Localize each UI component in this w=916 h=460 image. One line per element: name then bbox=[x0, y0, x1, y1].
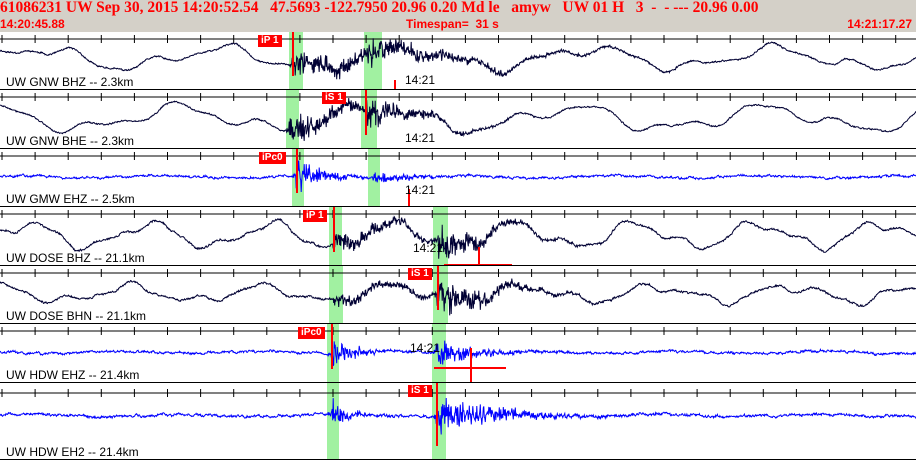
pick-label-p[interactable]: iP 1 bbox=[258, 35, 282, 47]
event-header-bar: 61086231 UW Sep 30, 2015 14:20:52.54 47.… bbox=[0, 0, 916, 32]
trace-pane-dose-bhn[interactable]: iS 1 UW DOSE BHN -- 21.1km bbox=[0, 266, 916, 324]
trace-pane-hdw-eh2[interactable]: iS 1 UW HDW EH2 -- 21.4km bbox=[0, 383, 916, 460]
amplitude-marker-horizontal[interactable] bbox=[444, 264, 512, 265]
waveform-canvas[interactable] bbox=[0, 266, 916, 323]
amplitude-marker-vertical[interactable] bbox=[394, 80, 396, 89]
event-summary-line: 61086231 UW Sep 30, 2015 14:20:52.54 47.… bbox=[0, 0, 759, 16]
trace-panel-stack[interactable]: iP 1 14:21 UW GNW BHZ -- 2.3km iS 1 14:21 UW … bbox=[0, 32, 916, 460]
time-tick-label: 14:21 bbox=[405, 73, 436, 87]
channel-label-gnw-bhe[interactable]: UW GNW BHE -- 2.3km bbox=[6, 134, 134, 148]
channel-label-hdw-eh2[interactable]: UW HDW EH2 -- 21.4km bbox=[6, 445, 139, 459]
time-tick-label: 14:21 bbox=[410, 341, 441, 355]
waveform-canvas[interactable] bbox=[0, 383, 916, 459]
amplitude-marker-horizontal[interactable] bbox=[434, 367, 506, 369]
pick-marker-line[interactable] bbox=[436, 383, 438, 446]
pick-label-s[interactable]: iS 1 bbox=[322, 92, 346, 104]
trace-pane-hdw-ehz[interactable]: iPc0 14:21 UW HDW EHZ -- 21.4km bbox=[0, 324, 916, 383]
pick-marker-line[interactable] bbox=[333, 207, 335, 252]
amplitude-marker-vertical[interactable] bbox=[408, 189, 410, 206]
pick-marker-line[interactable] bbox=[296, 149, 298, 193]
trace-pane-dose-bhz[interactable]: iP 1 14:21 UW DOSE BHZ -- 21.1km bbox=[0, 207, 916, 266]
time-tick-label: 14:21 bbox=[405, 131, 436, 145]
channel-label-dose-bhz[interactable]: UW DOSE BHZ -- 21.1km bbox=[6, 251, 145, 265]
trace-pane-gmw-ehz[interactable]: iPc0 14:21 UW GMW EHZ -- 2.5km bbox=[0, 149, 916, 207]
amplitude-marker-vertical[interactable] bbox=[470, 348, 472, 382]
channel-label-gmw-ehz[interactable]: UW GMW EHZ -- 2.5km bbox=[6, 192, 135, 206]
pick-label-s[interactable]: iS 1 bbox=[408, 268, 432, 280]
pick-label-p[interactable]: iPc0 bbox=[259, 152, 286, 164]
time-tick-label: 14:21 bbox=[413, 241, 444, 255]
window-start-time: 14:20:45.88 bbox=[0, 17, 65, 31]
coda-window-shade bbox=[329, 266, 343, 323]
channel-label-hdw-ehz[interactable]: UW HDW EHZ -- 21.4km bbox=[6, 368, 140, 382]
channel-label-dose-bhn[interactable]: UW DOSE BHN -- 21.1km bbox=[6, 309, 147, 323]
pick-marker-line[interactable] bbox=[365, 90, 367, 135]
waveform-canvas[interactable] bbox=[0, 32, 916, 89]
amplitude-marker-vertical[interactable] bbox=[478, 247, 480, 265]
channel-label-gnw-bhz[interactable]: UW GNW BHZ -- 2.3km bbox=[6, 75, 134, 89]
waveform-canvas[interactable] bbox=[0, 90, 916, 148]
window-end-time: 14:21:17.27 bbox=[847, 17, 912, 31]
coda-window-shade bbox=[327, 324, 339, 382]
timespan-label: Timespan= 31 s bbox=[406, 17, 499, 31]
waveform-canvas[interactable] bbox=[0, 207, 916, 265]
pick-label-s[interactable]: iS 1 bbox=[408, 385, 432, 397]
pick-marker-line[interactable] bbox=[331, 324, 333, 369]
pick-marker-line[interactable] bbox=[292, 32, 294, 76]
trace-pane-gnw-bhe[interactable]: iS 1 14:21 UW GNW BHE -- 2.3km bbox=[0, 90, 916, 149]
trace-pane-gnw-bhz[interactable]: iP 1 14:21 UW GNW BHZ -- 2.3km bbox=[0, 32, 916, 90]
pick-label-p[interactable]: iPc0 bbox=[298, 327, 325, 339]
waveform-canvas[interactable] bbox=[0, 149, 916, 206]
waveform-canvas[interactable] bbox=[0, 324, 916, 382]
coda-window-shade bbox=[327, 383, 339, 459]
pick-label-p[interactable]: iP 1 bbox=[303, 210, 327, 222]
time-tick-label: 14:21 bbox=[405, 183, 436, 197]
coda-window-shade bbox=[364, 32, 382, 89]
pick-marker-line[interactable] bbox=[437, 266, 439, 310]
